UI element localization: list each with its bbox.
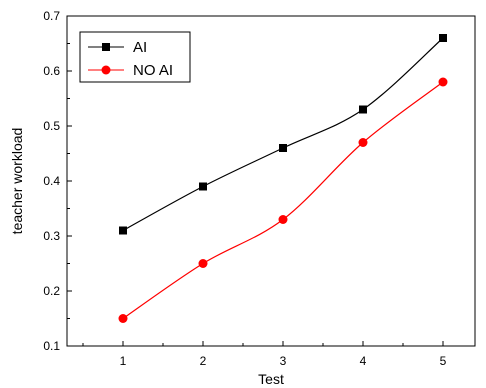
data-point-ai [439, 34, 447, 42]
series-layer [118, 34, 448, 323]
data-point-no-ai [118, 314, 128, 323]
legend-marker-no-ai [101, 65, 111, 75]
legend: AI NO AI [79, 31, 191, 83]
legend-label-ai: AI [133, 39, 147, 56]
y-axis: 0.1 0.2 0.3 0.4 0.5 0.6 0.7 [43, 9, 72, 353]
y-tick-label: 0.4 [43, 174, 60, 188]
x-tick-label: 3 [280, 354, 287, 368]
x-tick-label: 5 [440, 354, 447, 368]
y-tick-label: 0.2 [43, 284, 60, 298]
y-tick-label: 0.6 [43, 64, 60, 78]
legend-marker-ai [102, 43, 110, 51]
data-point-no-ai [278, 215, 288, 224]
legend-label-no-ai: NO AI [133, 62, 173, 79]
y-tick-label: 0.1 [43, 339, 60, 353]
data-point-no-ai [358, 138, 368, 147]
x-axis: 1 2 3 4 5 [82, 341, 447, 368]
data-point-ai [119, 226, 127, 235]
legend-box [79, 31, 191, 83]
y-tick-label: 0.7 [43, 9, 60, 23]
x-tick-label: 1 [120, 354, 127, 368]
y-axis-title: teacher workload [9, 128, 25, 235]
y-tick-label: 0.5 [43, 119, 60, 133]
series-line-no-ai [122, 81, 444, 319]
data-point-no-ai [198, 259, 208, 268]
data-point-ai [279, 144, 287, 152]
x-tick-label: 4 [360, 354, 367, 368]
data-point-ai [199, 182, 207, 191]
x-axis-title: Test [258, 371, 284, 387]
x-tick-label: 2 [200, 354, 207, 368]
y-tick-label: 0.3 [43, 229, 60, 243]
data-point-ai [359, 105, 367, 114]
data-point-no-ai [438, 77, 448, 87]
